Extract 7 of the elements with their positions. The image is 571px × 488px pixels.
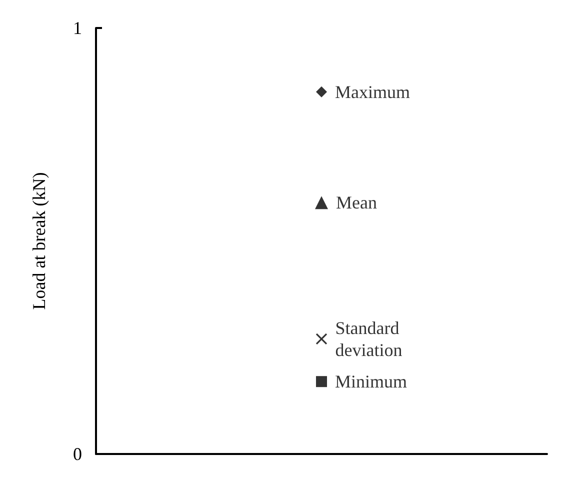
- y-axis-title: Load at break (kN): [29, 172, 49, 310]
- series-label: Maximum: [335, 82, 410, 102]
- series-label: Minimum: [335, 372, 408, 392]
- y-tick-label: 0: [73, 444, 82, 464]
- y-tick-label: 1: [73, 18, 82, 38]
- series-label: Mean: [336, 192, 377, 213]
- series-label: Standard deviation: [335, 318, 404, 360]
